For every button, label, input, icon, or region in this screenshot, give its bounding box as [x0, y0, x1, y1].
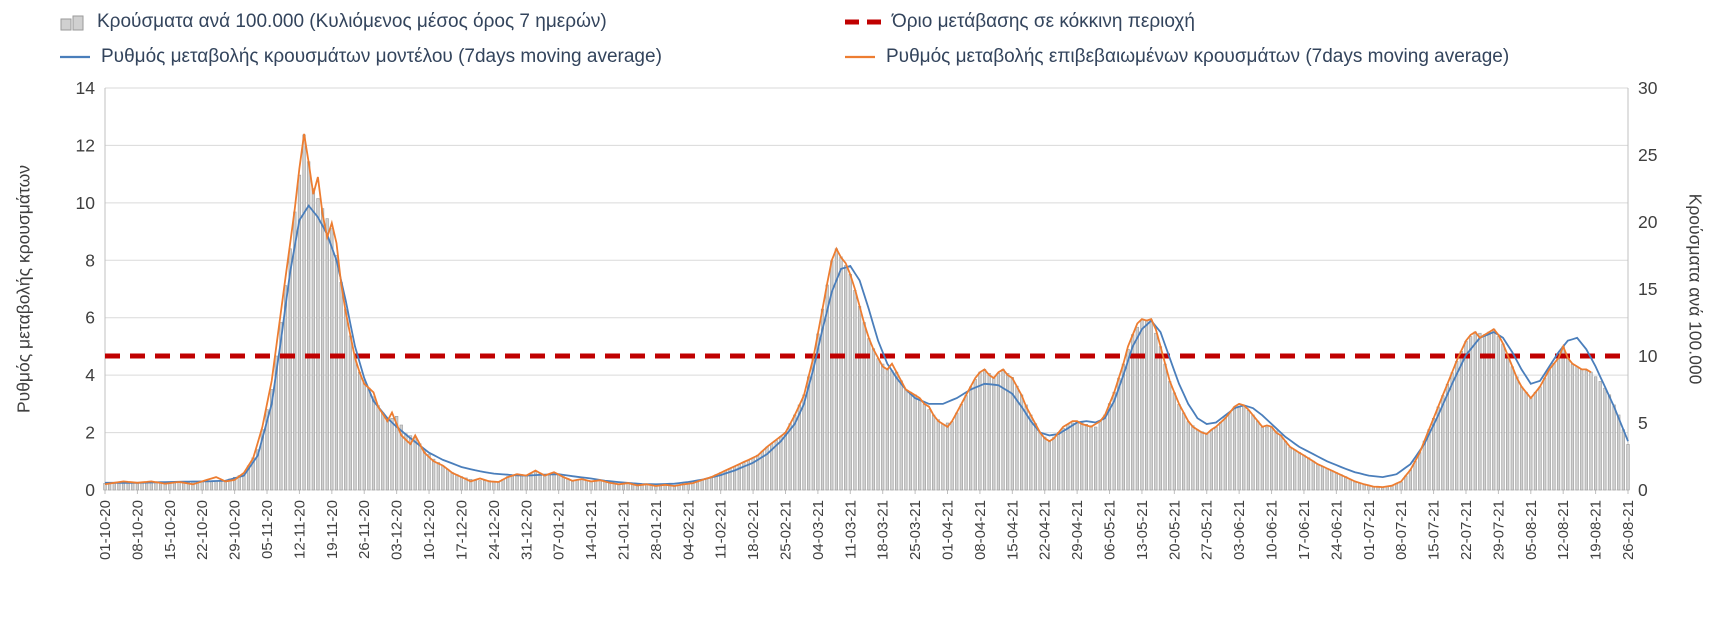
svg-text:22-07-21: 22-07-21 — [1458, 500, 1475, 560]
svg-text:15-10-20: 15-10-20 — [162, 500, 179, 560]
svg-text:14: 14 — [76, 78, 96, 98]
svg-text:30: 30 — [1638, 78, 1658, 98]
svg-text:11-03-21: 11-03-21 — [842, 500, 859, 559]
legend-item-bars: Κρούσματα ανά 100.000 (Κυλιόμενος μέσος … — [60, 11, 607, 33]
svg-text:17-06-21: 17-06-21 — [1296, 500, 1313, 560]
svg-text:12-11-20: 12-11-20 — [291, 500, 308, 559]
svg-text:03-12-20: 03-12-20 — [389, 500, 406, 560]
svg-text:24-12-20: 24-12-20 — [486, 500, 503, 560]
legend-item-confirmed-line: Ρυθμός μεταβολής επιβεβαιωμένων κρουσμάτ… — [845, 46, 1509, 68]
svg-text:01-10-20: 01-10-20 — [97, 500, 114, 560]
svg-text:08-10-20: 08-10-20 — [129, 500, 146, 560]
right-axis-tick-labels: 0 5 10 15 20 25 30 — [1638, 78, 1658, 500]
svg-text:15-07-21: 15-07-21 — [1426, 500, 1443, 560]
svg-text:29-04-21: 29-04-21 — [1069, 500, 1086, 560]
svg-text:10: 10 — [76, 193, 96, 213]
model-line — [105, 204, 1629, 486]
legend-item-model-line: Ρυθμός μεταβολής κρουσμάτων μοντέλου (7d… — [60, 46, 662, 68]
svg-text:25-03-21: 25-03-21 — [907, 500, 924, 560]
svg-text:11-02-21: 11-02-21 — [713, 500, 730, 559]
x-axis-tick-labels: 01-10-20 08-10-20 15-10-20 22-10-20 29-10-20… — [97, 500, 1637, 560]
svg-text:18-03-21: 18-03-21 — [875, 500, 892, 560]
svg-text:17-12-20: 17-12-20 — [453, 500, 470, 560]
svg-text:10-06-21: 10-06-21 — [1264, 500, 1281, 560]
svg-text:24-06-21: 24-06-21 — [1328, 500, 1345, 560]
legend-label-confirmed-line: Ρυθμός μεταβολής επιβεβαιωμένων κρουσμάτ… — [886, 46, 1510, 67]
svg-text:29-07-21: 29-07-21 — [1490, 500, 1507, 560]
svg-text:26-11-20: 26-11-20 — [356, 500, 373, 559]
legend-label-bars: Κρούσματα ανά 100.000 (Κυλιόμενος μέσος … — [97, 11, 607, 32]
svg-text:10-12-20: 10-12-20 — [421, 500, 438, 560]
svg-text:01-04-21: 01-04-21 — [940, 500, 957, 560]
svg-text:8: 8 — [85, 250, 95, 270]
svg-text:20-05-21: 20-05-21 — [1166, 500, 1183, 560]
threshold-legend-icon — [845, 19, 881, 25]
svg-text:31-12-20: 31-12-20 — [518, 500, 535, 560]
right-axis-title: Κρούσματα ανά 100.000 — [1685, 193, 1706, 385]
confirmed-line — [104, 133, 1592, 489]
svg-text:21-01-21: 21-01-21 — [616, 500, 633, 560]
svg-text:15: 15 — [1638, 279, 1657, 299]
svg-text:04-03-21: 04-03-21 — [810, 500, 827, 560]
svg-text:26-08-21: 26-08-21 — [1620, 500, 1637, 560]
svg-text:03-06-21: 03-06-21 — [1231, 500, 1248, 560]
svg-text:22-04-21: 22-04-21 — [1037, 500, 1054, 560]
svg-text:01-07-21: 01-07-21 — [1361, 500, 1378, 560]
svg-text:10: 10 — [1638, 346, 1658, 366]
svg-text:06-05-21: 06-05-21 — [1102, 500, 1119, 560]
svg-text:27-05-21: 27-05-21 — [1199, 500, 1216, 560]
legend-label-model-line: Ρυθμός μεταβολής κρουσμάτων μοντέλου (7d… — [101, 46, 662, 67]
left-axis-title: Ρυθμός μεταβολής κρουσμάτων — [13, 164, 34, 414]
model-line-legend-icon — [60, 55, 90, 59]
svg-text:0: 0 — [1638, 480, 1648, 500]
bars-legend-icon — [60, 15, 84, 30]
svg-text:07-01-21: 07-01-21 — [551, 500, 568, 560]
legend: Κρούσματα ανά 100.000 (Κυλιόμενος μέσος … — [0, 0, 1712, 80]
svg-text:20: 20 — [1638, 212, 1658, 232]
svg-text:29-10-20: 29-10-20 — [227, 500, 244, 560]
svg-text:2: 2 — [85, 423, 95, 443]
svg-text:18-02-21: 18-02-21 — [745, 500, 762, 560]
svg-text:12-08-21: 12-08-21 — [1555, 500, 1572, 560]
svg-text:6: 6 — [85, 308, 95, 328]
bars-series — [103, 134, 1630, 491]
gridlines — [104, 87, 1629, 491]
svg-text:04-02-21: 04-02-21 — [680, 500, 697, 560]
svg-text:12: 12 — [76, 135, 95, 155]
svg-text:05-11-20: 05-11-20 — [259, 500, 276, 559]
confirmed-line-legend-icon — [845, 55, 875, 59]
svg-text:19-08-21: 19-08-21 — [1588, 500, 1605, 560]
svg-text:13-05-21: 13-05-21 — [1134, 500, 1151, 560]
svg-text:22-10-20: 22-10-20 — [194, 500, 211, 560]
svg-text:05-08-21: 05-08-21 — [1523, 500, 1540, 560]
legend-item-threshold: Όριο μετάβασης σε κόκκινη περιοχή — [845, 11, 1195, 33]
svg-text:14-01-21: 14-01-21 — [583, 500, 600, 560]
svg-text:19-11-20: 19-11-20 — [324, 500, 341, 559]
legend-label-threshold: Όριο μετάβασης σε κόκκινη περιοχή — [892, 11, 1195, 32]
svg-text:25-02-21: 25-02-21 — [778, 500, 795, 560]
svg-text:4: 4 — [85, 365, 95, 385]
x-axis-ticks — [104, 490, 1629, 494]
svg-text:08-07-21: 08-07-21 — [1393, 500, 1410, 560]
svg-text:0: 0 — [85, 480, 95, 500]
svg-text:08-04-21: 08-04-21 — [972, 500, 989, 560]
svg-text:28-01-21: 28-01-21 — [648, 500, 665, 560]
svg-text:5: 5 — [1638, 413, 1648, 433]
svg-text:25: 25 — [1638, 145, 1657, 165]
svg-text:15-04-21: 15-04-21 — [1004, 500, 1021, 560]
left-axis-tick-labels: 0 2 4 6 8 10 12 14 — [76, 78, 96, 500]
